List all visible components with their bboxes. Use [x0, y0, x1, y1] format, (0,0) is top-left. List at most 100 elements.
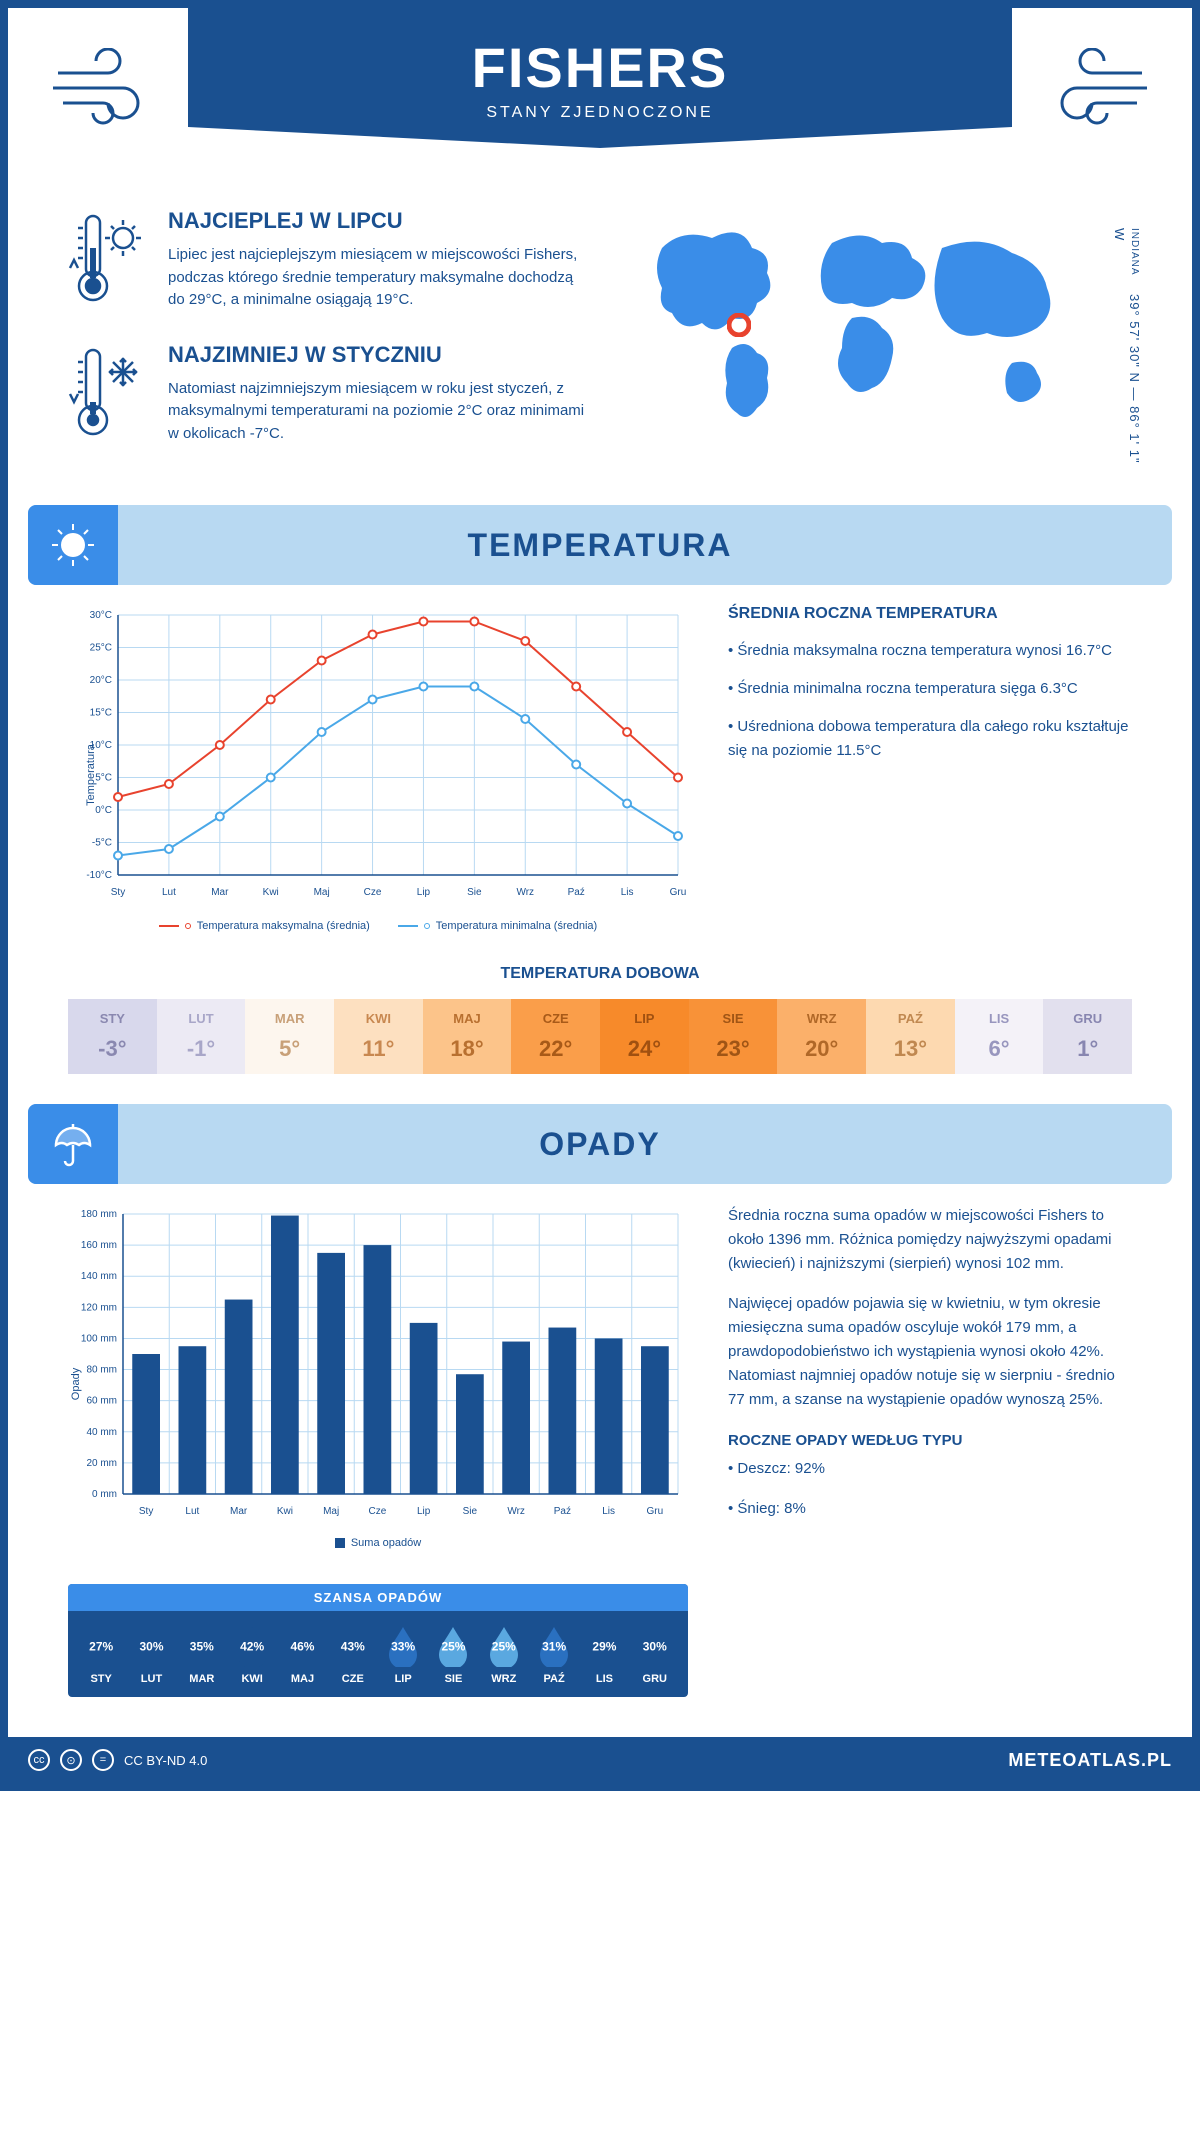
daily-temp-month: KWI [334, 1011, 423, 1026]
page-subtitle: STANY ZJEDNOCZONE [486, 104, 713, 122]
svg-text:Wrz: Wrz [516, 887, 534, 898]
svg-text:120 mm: 120 mm [81, 1302, 117, 1313]
precipitation-legend: Suma opadów [68, 1529, 688, 1551]
chance-month: MAJ [277, 1673, 327, 1685]
license-text: CC BY-ND 4.0 [124, 1753, 207, 1768]
chance-cell: 30% LUT [126, 1623, 176, 1685]
daily-temp-value: 6° [955, 1036, 1044, 1062]
drop-icon: 27% [83, 1623, 119, 1667]
svg-text:Sty: Sty [111, 887, 125, 898]
precip-text-1: Średnia roczna suma opadów w miejscowośc… [728, 1204, 1132, 1276]
daily-temp-cell: STY-3° [68, 999, 157, 1074]
svg-text:0 mm: 0 mm [92, 1489, 117, 1500]
top-info: NAJCIEPLEJ W LIPCU Lipiec jest najcieple… [8, 188, 1192, 505]
svg-text:Sty: Sty [139, 1506, 153, 1517]
header: FISHERS STANY ZJEDNOCZONE [8, 8, 1192, 188]
by-icon: ⊙ [60, 1749, 82, 1771]
daily-temp-month: LIS [955, 1011, 1044, 1026]
chance-cell: 25% WRZ [479, 1623, 529, 1685]
thermometer-hot-icon [68, 208, 148, 308]
precip-type-title: ROCZNE OPADY WEDŁUG TYPU [728, 1432, 1132, 1449]
precipitation-header: OPADY [28, 1104, 1172, 1184]
daily-temp-value: 11° [334, 1036, 423, 1062]
daily-temp-month: GRU [1043, 1011, 1132, 1026]
precipitation-chance: SZANSA OPADÓW 27% STY 30% LUT 35% MAR 42… [68, 1584, 688, 1697]
daily-temp-value: -1° [157, 1036, 246, 1062]
temp-stat-item: • Średnia maksymalna roczna temperatura … [728, 639, 1132, 663]
drop-icon: 33% [385, 1623, 421, 1667]
chance-value: 30% [643, 1639, 667, 1653]
chance-month: PAŹ [529, 1673, 579, 1685]
map-block: INDIANA 39° 57' 30" N — 86° 1' 1" W [632, 208, 1132, 475]
svg-text:20 mm: 20 mm [86, 1458, 117, 1469]
svg-text:Cze: Cze [364, 887, 382, 898]
daily-temp-cell: PAŹ13° [866, 999, 955, 1074]
svg-text:0°C: 0°C [95, 805, 112, 816]
svg-text:160 mm: 160 mm [81, 1240, 117, 1251]
daily-temperature: TEMPERATURA DOBOWA STY-3°LUT-1°MAR5°KWI1… [8, 965, 1192, 1104]
svg-text:Cze: Cze [368, 1506, 386, 1517]
temp-stat-item: • Średnia minimalna roczna temperatura s… [728, 677, 1132, 701]
chance-cell: 31% PAŹ [529, 1623, 579, 1685]
svg-text:Maj: Maj [323, 1506, 339, 1517]
chance-value: 31% [542, 1639, 566, 1653]
drop-icon: 29% [586, 1623, 622, 1667]
svg-text:40 mm: 40 mm [86, 1427, 117, 1438]
chance-cell: 35% MAR [177, 1623, 227, 1685]
temperature-legend: Temperatura maksymalna (średnia) Tempera… [68, 910, 688, 932]
legend-item: Temperatura minimalna (średnia) [398, 920, 597, 932]
page: FISHERS STANY ZJEDNOCZONE [0, 0, 1200, 1791]
svg-text:-10°C: -10°C [86, 870, 112, 881]
svg-text:Lis: Lis [602, 1506, 615, 1517]
page-title: FISHERS [472, 35, 729, 100]
daily-temp-cell: GRU1° [1043, 999, 1132, 1074]
svg-text:25°C: 25°C [90, 643, 112, 654]
precip-text-2: Najwięcej opadów pojawia się w kwietniu,… [728, 1292, 1132, 1412]
daily-temp-value: 22° [511, 1036, 600, 1062]
svg-text:Gru: Gru [670, 887, 687, 898]
daily-temp-cell: WRZ20° [777, 999, 866, 1074]
daily-temp-value: 20° [777, 1036, 866, 1062]
svg-text:Sie: Sie [463, 1506, 478, 1517]
chance-value: 46% [290, 1639, 314, 1653]
chance-value: 30% [139, 1639, 163, 1653]
chance-cell: 46% MAJ [277, 1623, 327, 1685]
header-banner: FISHERS STANY ZJEDNOCZONE [188, 8, 1012, 148]
precip-y-label: Opady [70, 1368, 82, 1400]
drop-icon: 31% [536, 1623, 572, 1667]
daily-temp-month: LIP [600, 1011, 689, 1026]
coordinates: INDIANA 39° 57' 30" N — 86° 1' 1" W [1112, 228, 1142, 475]
temp-stat-item: • Uśredniona dobowa temperatura dla całe… [728, 715, 1132, 763]
license: cc ⊙ = CC BY-ND 4.0 [28, 1749, 207, 1771]
svg-text:100 mm: 100 mm [81, 1333, 117, 1344]
daily-temp-month: CZE [511, 1011, 600, 1026]
daily-temp-month: MAJ [423, 1011, 512, 1026]
drop-icon: 25% [435, 1623, 471, 1667]
chance-month: WRZ [479, 1673, 529, 1685]
chance-month: GRU [630, 1673, 680, 1685]
daily-temp-value: 13° [866, 1036, 955, 1062]
wind-icon [1032, 48, 1152, 128]
chance-month: LUT [126, 1673, 176, 1685]
daily-temp-value: 18° [423, 1036, 512, 1062]
precipitation-text: Średnia roczna suma opadów w miejscowośc… [728, 1204, 1132, 1697]
chance-value: 33% [391, 1639, 415, 1653]
chance-month: LIS [579, 1673, 629, 1685]
daily-temp-month: STY [68, 1011, 157, 1026]
daily-temp-value: 23° [689, 1036, 778, 1062]
umbrella-icon [48, 1119, 98, 1169]
svg-text:Wrz: Wrz [507, 1506, 525, 1517]
precip-type-item: • Deszcz: 92% [728, 1457, 1132, 1481]
svg-text:Kwi: Kwi [263, 887, 279, 898]
daily-temp-cell: MAR5° [245, 999, 334, 1074]
svg-text:Lip: Lip [417, 887, 431, 898]
chance-cell: 33% LIP [378, 1623, 428, 1685]
precipitation-title: OPADY [539, 1126, 660, 1163]
svg-text:Mar: Mar [230, 1506, 248, 1517]
chance-cell: 43% CZE [328, 1623, 378, 1685]
cc-icon: cc [28, 1749, 50, 1771]
nd-icon: = [92, 1749, 114, 1771]
daily-temp-table: STY-3°LUT-1°MAR5°KWI11°MAJ18°CZE22°LIP24… [68, 999, 1132, 1074]
chance-title: SZANSA OPADÓW [68, 1584, 688, 1611]
chance-value: 27% [89, 1639, 113, 1653]
